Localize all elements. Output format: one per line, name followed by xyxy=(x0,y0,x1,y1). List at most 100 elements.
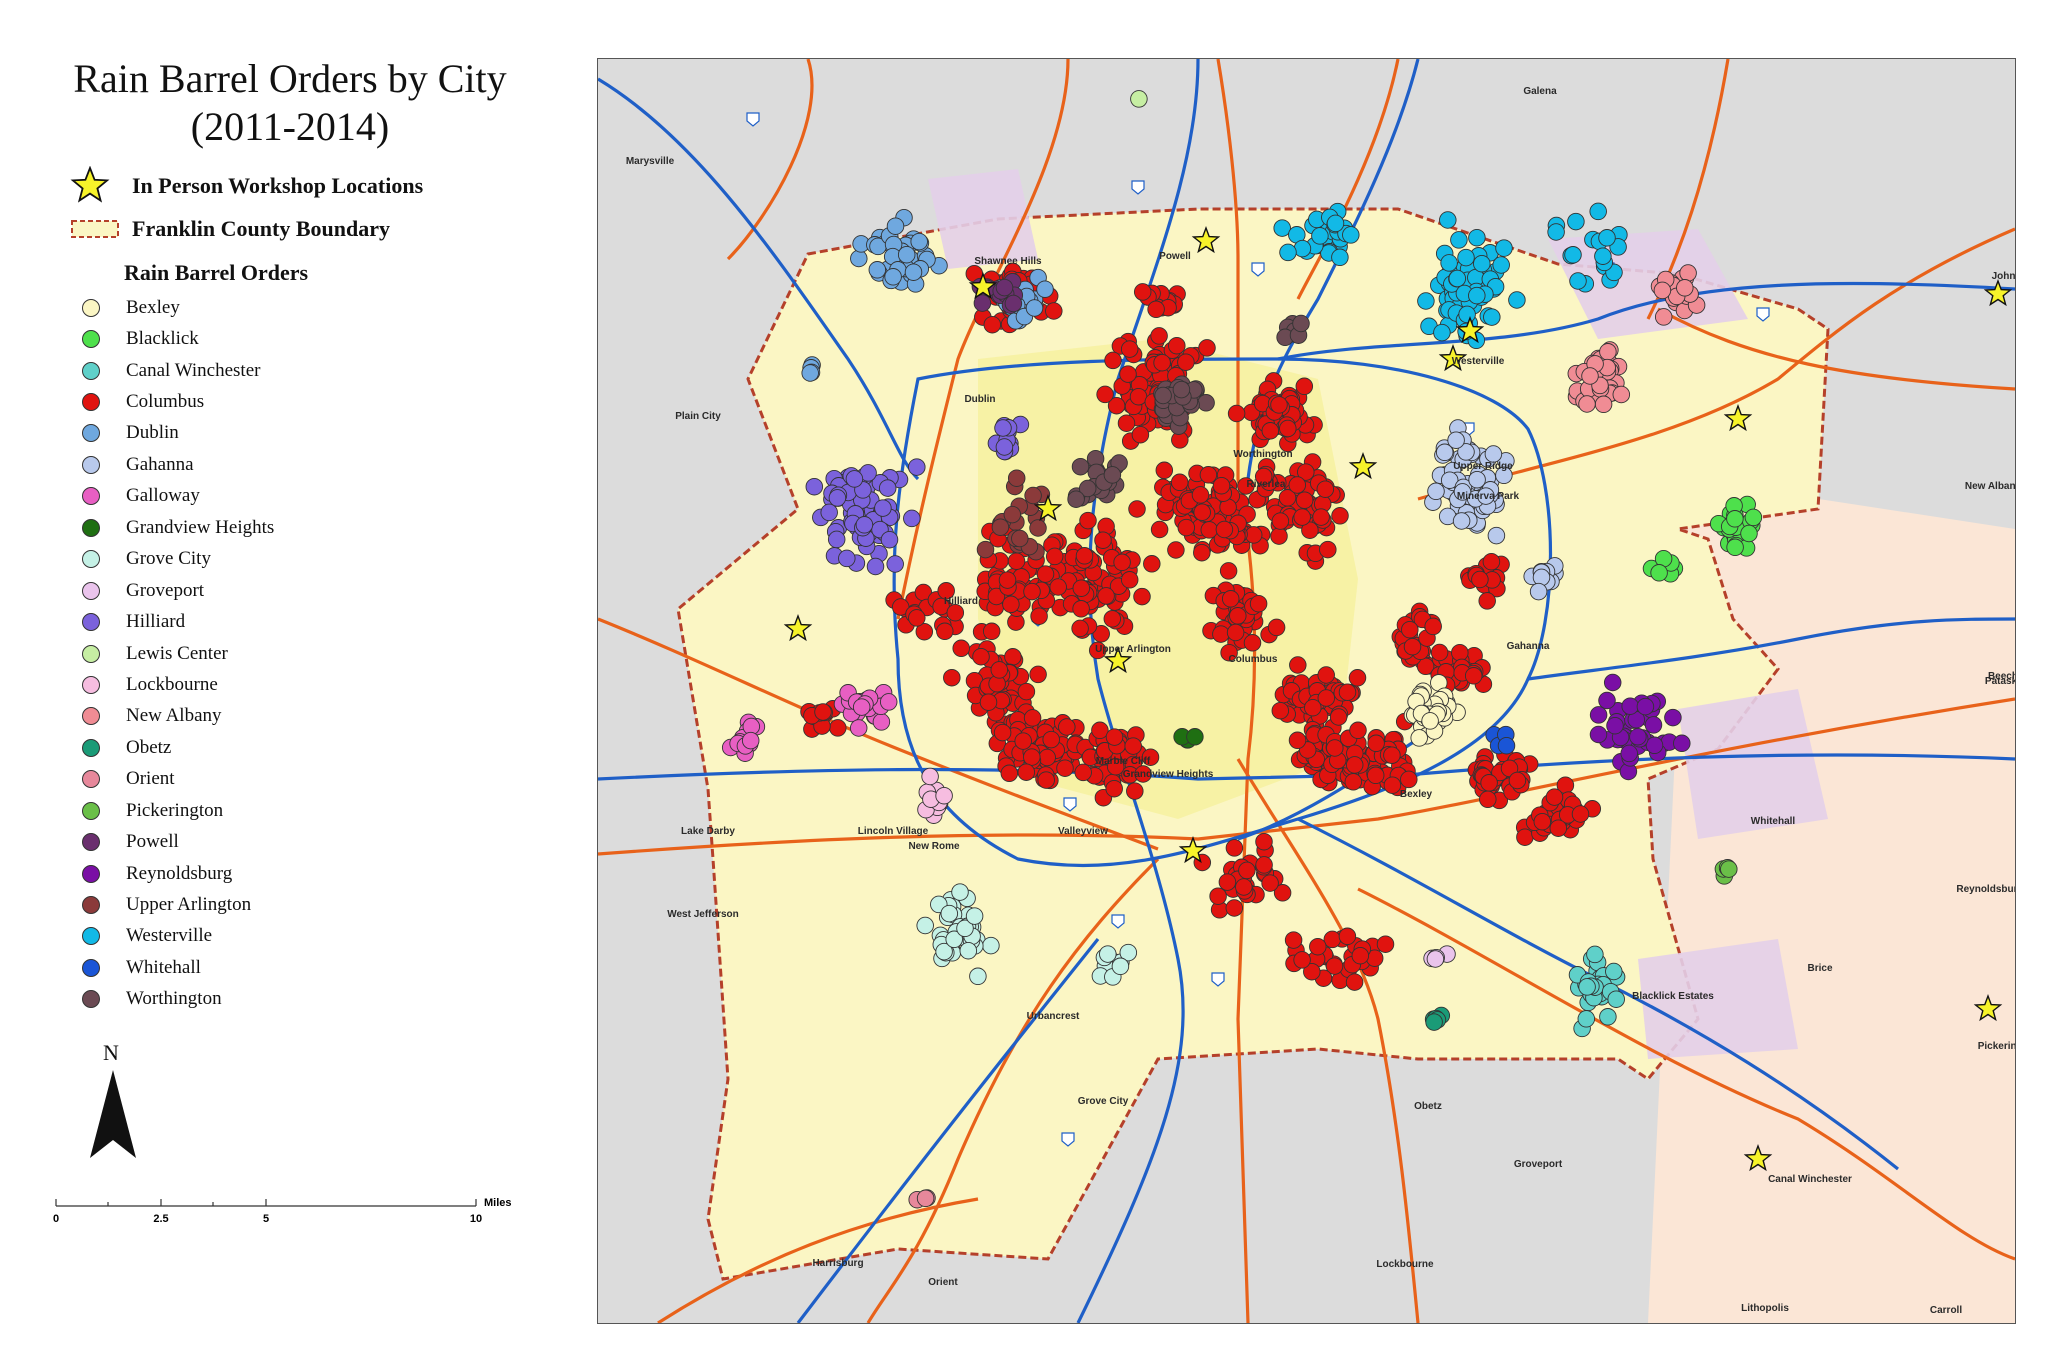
place-label-new-albany: New Albany xyxy=(1965,481,2015,492)
legend-label-grove-city: Grove City xyxy=(126,548,211,570)
order-point-columbus xyxy=(1218,873,1237,891)
order-point-upper-arlington xyxy=(1011,529,1029,548)
workshop-star-icon xyxy=(1348,451,1378,480)
order-point-columbus xyxy=(1037,771,1055,789)
legend-workshop-row: In Person Workshop Locations xyxy=(70,165,424,206)
map-canvas: Marysville Galena Shawnee Hills Powell Johns… xyxy=(598,59,2015,1323)
order-point-galloway xyxy=(741,731,760,750)
order-point-columbus xyxy=(1293,508,1311,526)
order-point-columbus xyxy=(1071,619,1089,638)
place-label-marysville: Marysville xyxy=(626,156,675,167)
order-point-columbus xyxy=(1119,365,1137,383)
legend-label-galloway: Galloway xyxy=(126,485,200,507)
legend-label-orient: Orient xyxy=(126,768,175,790)
order-point-columbus xyxy=(908,609,926,627)
place-label-pickerington: Pickerington xyxy=(1978,1041,2015,1052)
order-point-columbus xyxy=(1295,491,1314,509)
order-point-columbus xyxy=(1317,689,1336,707)
order-point-columbus xyxy=(1096,385,1114,404)
order-point-powell xyxy=(973,294,992,312)
place-label-pataskala: Pataskala xyxy=(1985,676,2015,687)
order-point-columbus xyxy=(1103,610,1122,628)
place-label-beechwood: Beechwood xyxy=(1988,671,2015,682)
legend-label-pickerington: Pickerington xyxy=(126,799,224,821)
legend-item-obetz: Obetz xyxy=(82,732,274,763)
order-point-lockbourne xyxy=(935,786,953,805)
order-point-columbus xyxy=(1338,927,1357,946)
order-point-columbus xyxy=(1091,721,1109,740)
legend-label-new-albany: New Albany xyxy=(126,705,222,727)
order-point-canal-winchester xyxy=(1605,962,1623,981)
workshop-star-icon xyxy=(1438,343,1468,372)
place-label-dublin: Dublin xyxy=(964,394,995,405)
order-point-reynoldsburg xyxy=(1645,736,1664,755)
order-point-columbus xyxy=(1045,547,1064,566)
order-point-reynoldsburg xyxy=(1629,727,1647,746)
workshop-stars xyxy=(783,225,2013,1172)
order-point-gahanna xyxy=(1440,471,1459,489)
highway-path-7 xyxy=(1236,758,1420,1323)
legend-item-bexley: Bexley xyxy=(82,292,274,323)
municipal-area-purple-se xyxy=(1638,939,1798,1059)
order-point-westerville xyxy=(1331,248,1349,267)
order-point-columbus xyxy=(1329,708,1348,726)
order-point-columbus xyxy=(1212,625,1230,643)
order-point-dublin xyxy=(904,263,923,281)
highway-path-5 xyxy=(598,697,2015,856)
scale-tick-10: 10 xyxy=(470,1213,482,1225)
order-point-columbus xyxy=(1516,828,1534,846)
place-label-reynoldsburg: Reynoldsburg xyxy=(1956,884,2015,895)
legend-label-hilliard: Hilliard xyxy=(126,611,186,633)
order-point-columbus xyxy=(1088,641,1107,660)
order-point-columbus xyxy=(1383,746,1401,764)
order-point-columbus xyxy=(1072,600,1090,618)
place-label-new-rome: New Rome xyxy=(908,841,960,852)
place-label-marble-cliff: Marble Cliff xyxy=(1096,756,1151,767)
legend-label-dublin: Dublin xyxy=(126,422,179,444)
place-label-lake-darby: Lake Darby xyxy=(681,826,735,837)
order-point-grove-city xyxy=(982,936,1000,955)
order-point-columbus xyxy=(1072,579,1091,597)
legend-label-lockbourne: Lockbourne xyxy=(126,673,218,695)
legend-label-westerville: Westerville xyxy=(126,925,213,947)
order-point-columbus xyxy=(972,647,990,666)
order-point-canal-winchester xyxy=(1586,945,1604,964)
order-point-westerville xyxy=(1598,229,1616,247)
order-point-columbus xyxy=(1338,683,1357,701)
order-point-columbus xyxy=(1316,480,1335,498)
order-point-westerville xyxy=(1567,212,1585,231)
order-point-obetz xyxy=(1425,1013,1443,1031)
order-point-canal-winchester xyxy=(1607,990,1625,1008)
order-point-westerville xyxy=(1508,291,1526,309)
workshop-star-icon xyxy=(1723,403,1753,432)
order-point-columbus xyxy=(1017,682,1036,701)
order-point-grove-city xyxy=(1119,943,1138,962)
legend-swatch-galloway xyxy=(82,487,100,506)
order-point-columbus xyxy=(1549,819,1568,837)
order-point-columbus xyxy=(1004,648,1022,666)
order-point-grove-city xyxy=(1111,957,1130,976)
place-label-lincoln-village: Lincoln Village xyxy=(858,826,929,837)
legend-item-hilliard: Hilliard xyxy=(82,606,274,637)
legend-label-obetz: Obetz xyxy=(126,736,172,758)
order-point-hilliard xyxy=(995,438,1014,456)
order-point-columbus xyxy=(1500,759,1519,778)
legend-workshop-label: In Person Workshop Locations xyxy=(132,173,424,198)
legend-swatch-obetz xyxy=(82,738,100,757)
order-point-columbus xyxy=(1237,477,1255,495)
order-point-columbus xyxy=(1150,520,1169,539)
order-point-columbus xyxy=(1094,531,1112,549)
order-point-columbus xyxy=(1092,625,1110,643)
place-label-harrisburg: Harrisburg xyxy=(812,1258,863,1269)
legend-label-gahanna: Gahanna xyxy=(126,453,194,475)
order-point-columbus xyxy=(1002,595,1020,614)
order-point-columbus xyxy=(1403,637,1422,656)
legend-swatch-new-albany xyxy=(82,707,100,726)
legend-swatch-columbus xyxy=(82,393,100,412)
order-point-columbus xyxy=(1104,351,1122,370)
order-point-columbus xyxy=(1331,507,1349,525)
order-point-columbus xyxy=(1209,887,1227,905)
order-point-columbus xyxy=(1367,734,1385,753)
order-point-columbus xyxy=(1383,776,1402,794)
order-point-new-albany xyxy=(1676,279,1694,297)
